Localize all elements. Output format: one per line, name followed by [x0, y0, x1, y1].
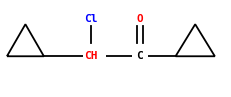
Text: CH: CH: [85, 51, 98, 61]
Text: C: C: [136, 51, 143, 61]
Text: Cl: Cl: [85, 14, 98, 24]
Text: O: O: [136, 14, 143, 24]
